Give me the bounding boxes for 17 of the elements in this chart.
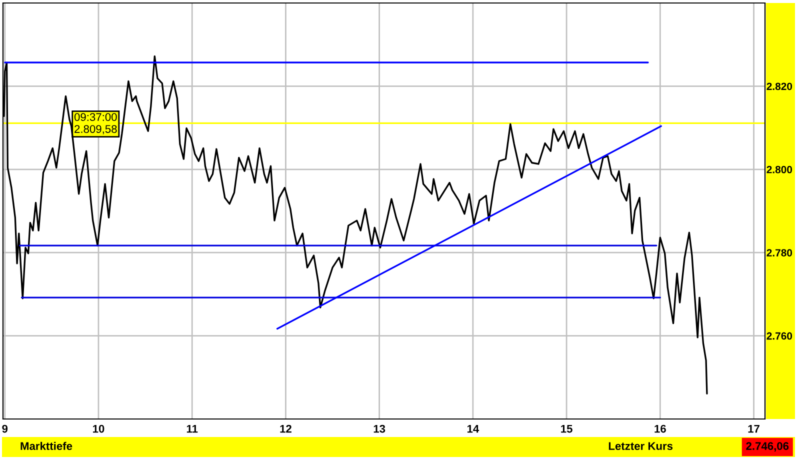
- x-tick-label: 15: [561, 424, 572, 433]
- x-tick-label: 9: [2, 424, 8, 433]
- y-tick-label: 2.820: [766, 82, 792, 90]
- x-tick-label: 11: [186, 424, 198, 433]
- x-tick-label: 13: [374, 424, 386, 433]
- y-tick-label: 2.780: [766, 249, 792, 256]
- y-tick-label: 2.800: [766, 166, 792, 174]
- text: Markttiefe: [20, 442, 72, 450]
- x-tick-label: 17: [748, 424, 760, 433]
- x-tick-label: 14: [467, 424, 480, 433]
- text: 2.746,06: [746, 442, 789, 452]
- x-tick-label: 16: [654, 424, 666, 433]
- text: Letzter Kurs: [608, 442, 673, 450]
- x-tick-label: 12: [280, 424, 292, 433]
- annotation: 09:37:00 2.809,58: [74, 113, 117, 134]
- x-tick-label: 10: [93, 424, 104, 433]
- y-tick-label: 2.760: [766, 332, 792, 340]
